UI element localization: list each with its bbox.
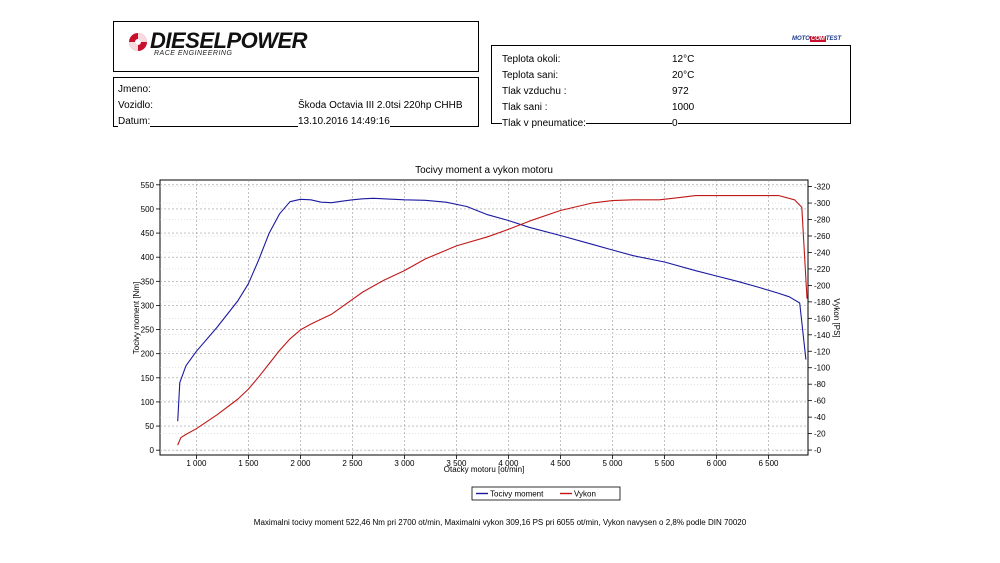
chart-title: Tocivy moment a vykon motoru — [415, 165, 553, 176]
logo-panel: DIESELPOWER RACE ENGINEERING — [113, 21, 479, 72]
cond-value: 0 — [672, 118, 678, 130]
legend-entry: Vykon — [574, 490, 596, 499]
cond-value: 1000 — [672, 102, 695, 113]
y2-tick-label: -220 — [814, 265, 831, 274]
y-tick-label: 500 — [141, 205, 155, 214]
x-tick-label: 6 000 — [706, 459, 727, 468]
brand-name: DIESELPOWER — [150, 28, 308, 53]
x-tick-label: 4 500 — [550, 459, 571, 468]
y2-tick-label: -280 — [814, 216, 831, 225]
chart-legend: Tocivy moment Vykon — [471, 486, 621, 501]
y-tick-label: 450 — [141, 229, 155, 238]
cond-label: Tlak v pneumatice: — [502, 118, 586, 130]
y-tick-label: 0 — [150, 446, 155, 455]
x-tick-label: 2 500 — [342, 459, 363, 468]
y-tick-label: 200 — [141, 350, 155, 359]
cond-label: Tlak vzduchu : — [502, 86, 567, 97]
x-tick-label: 6 500 — [758, 459, 779, 468]
y2-tick-label: -40 — [814, 413, 826, 422]
y2-tick-label: -180 — [814, 298, 831, 307]
y2-tick-label: -100 — [814, 364, 831, 373]
series-line-torque — [177, 197, 807, 422]
y2-tick-label: -60 — [814, 397, 826, 406]
y2-tick-label: -160 — [814, 314, 831, 323]
cond-label: Tlak sani : — [502, 102, 548, 113]
turbo-logo-icon — [129, 33, 147, 51]
y-tick-label: 50 — [145, 422, 154, 431]
chart-series — [177, 195, 808, 446]
plot-area — [159, 179, 809, 456]
chart-grid — [160, 180, 808, 455]
conditions-panel: Teplota okoli: 12°C Teplota sani: 20°C T… — [491, 45, 851, 130]
y2-tick-label: -120 — [814, 347, 831, 356]
brand-subtitle: RACE ENGINEERING — [154, 50, 233, 57]
x-tick-label: 1 000 — [186, 459, 207, 468]
name-label: Jmeno: — [118, 84, 151, 95]
y2-tick-label: -20 — [814, 430, 826, 439]
y2-tick-label: -300 — [814, 199, 831, 208]
legend-box — [471, 486, 621, 501]
x-tick-label: 3 500 — [446, 459, 467, 468]
plot-frame — [159, 179, 809, 456]
x-tick-label: 1 500 — [238, 459, 259, 468]
y2-tick-label: -200 — [814, 281, 831, 290]
x-tick-label: 2 000 — [290, 459, 311, 468]
x-tick-label: 3 000 — [394, 459, 415, 468]
y-tick-label: 100 — [141, 398, 155, 407]
y2-tick-label: -0 — [814, 446, 822, 455]
y-tick-label: 250 — [141, 326, 155, 335]
x-tick-label: 5 000 — [602, 459, 623, 468]
vehicle-info-panel: Jmeno: Vozidlo: Škoda Octavia III 2.0tsi… — [113, 77, 479, 128]
date-label: Datum: — [118, 116, 151, 128]
y2-tick-label: -140 — [814, 331, 831, 340]
y2-tick-label: -260 — [814, 232, 831, 241]
vehicle-value: Škoda Octavia III 2.0tsi 220hp CHHB — [298, 100, 463, 111]
y-tick-label: 550 — [141, 181, 155, 190]
motocomtest-badge: MOTOCOMTEST — [792, 36, 842, 42]
series-line-power — [177, 195, 808, 446]
x-tick-label: 4 000 — [498, 459, 519, 468]
cond-value: 972 — [672, 86, 689, 97]
y2-axis-label: Vykon [PS] — [832, 298, 841, 337]
x-axis-label: Otacky motoru [ot/min] — [444, 465, 524, 474]
y2-tick-label: -240 — [814, 248, 831, 257]
legend-entry: Tocivy moment — [490, 490, 544, 499]
cond-label: Teplota okoli: — [502, 54, 561, 65]
date-value: 13.10.2016 14:49:16 — [298, 116, 390, 128]
chart-axes: 1 000 1 500 2 000 2 500 3 000 3 500 4 000 4 500… — [141, 181, 831, 468]
max-values-note: Maximalni tocivy moment 522,46 Nm pri 27… — [253, 518, 747, 527]
vehicle-label: Vozidlo: — [118, 100, 154, 111]
cond-value: 12°C — [672, 54, 695, 65]
y2-tick-label: -320 — [814, 183, 831, 192]
x-tick-label: 5 500 — [654, 459, 675, 468]
y-tick-label: 400 — [141, 253, 155, 262]
y2-tick-label: -80 — [814, 380, 826, 389]
y-tick-label: 350 — [141, 277, 155, 286]
cond-label: Teplota sani: — [502, 70, 559, 81]
y-tick-label: 300 — [141, 301, 155, 310]
y-axis-label: Tocivy moment [Nm] — [132, 282, 141, 354]
cond-value: 20°C — [672, 70, 695, 81]
y-tick-label: 150 — [141, 374, 155, 383]
